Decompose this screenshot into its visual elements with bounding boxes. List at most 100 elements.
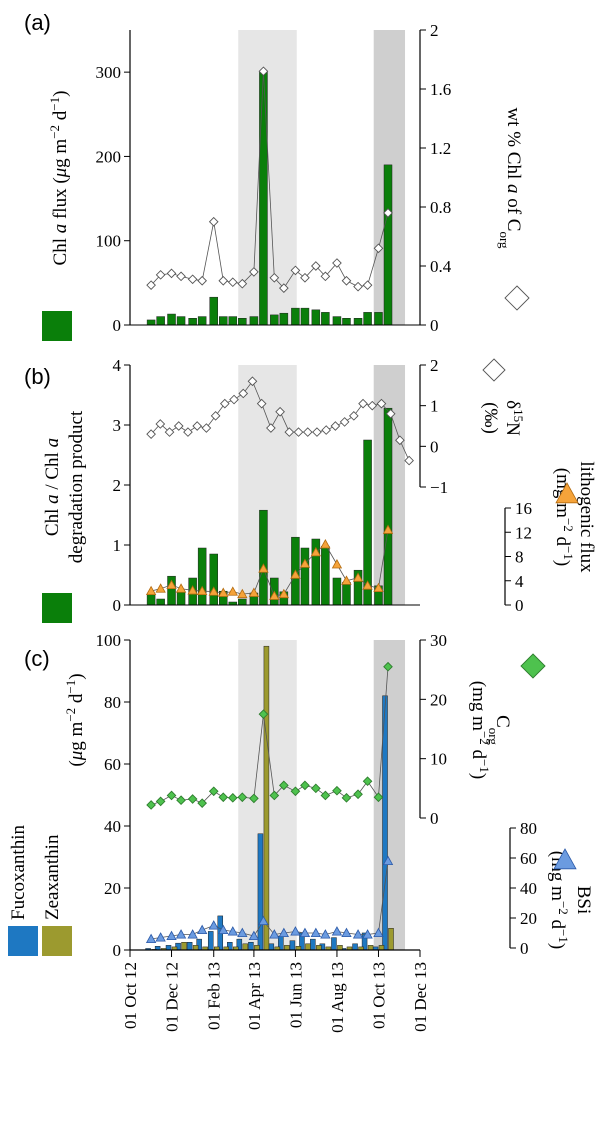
corg-marker bbox=[176, 795, 186, 806]
chl-a-flux-bar bbox=[291, 307, 300, 326]
lithogenic-label: lithogenic flux bbox=[576, 461, 597, 573]
x-axis-tick-label-group: 01 Jun 13 bbox=[286, 962, 305, 1028]
chl-a-flux-bar bbox=[363, 312, 372, 326]
d15n-marker bbox=[201, 423, 212, 433]
legend-blue-square bbox=[8, 926, 38, 956]
right-axis-tick-label: 0 bbox=[430, 316, 439, 335]
bsi-marker bbox=[258, 915, 269, 925]
d15n-marker bbox=[173, 421, 184, 431]
corg-marker bbox=[187, 794, 198, 804]
fucoxanthin-bar bbox=[248, 942, 254, 951]
corg-unit: (mg m−2 d−1) bbox=[468, 681, 493, 779]
fucoxanthin-bar bbox=[331, 937, 337, 951]
zeaxanthin-bar bbox=[337, 945, 343, 951]
right-axis-tick-label: 60 bbox=[520, 849, 537, 868]
chl-a-flux-bar bbox=[270, 314, 279, 326]
fucoxanthin-bar bbox=[186, 942, 193, 951]
left-axis-label-c-text: (μg m−2 d−1) bbox=[63, 673, 88, 766]
wt-chl-a-marker bbox=[383, 208, 393, 218]
bsi-marker bbox=[166, 930, 177, 940]
x-axis-tick-label: 01 Oct 13 bbox=[369, 962, 388, 1029]
bsi-marker bbox=[373, 927, 384, 937]
corg-label: Corg bbox=[487, 715, 514, 745]
left-axis-tick-label: 100 bbox=[96, 232, 122, 251]
d15n-marker bbox=[155, 419, 166, 429]
left-axis-tick-label: 20 bbox=[104, 879, 121, 898]
right-axis-tick-label: 20 bbox=[520, 909, 537, 928]
legend-orange-triangle-b bbox=[555, 482, 579, 504]
d15n-marker bbox=[404, 455, 414, 466]
left-axis-tick-label: 4 bbox=[113, 356, 122, 375]
left-axis-tick-label: 0 bbox=[113, 316, 122, 335]
wt-chl-a-marker bbox=[227, 277, 238, 288]
chl-ratio-bar bbox=[363, 439, 372, 606]
bsi-marker bbox=[299, 927, 311, 937]
lithogenic-marker bbox=[310, 546, 322, 557]
right-axis-tick-label: 16 bbox=[515, 499, 532, 518]
left-axis-tick-label: 2 bbox=[113, 476, 122, 495]
d15n-marker bbox=[284, 427, 295, 437]
right-axis-label-b-bottom: lithogenic flux(mg m−2 d−1) bbox=[552, 461, 597, 573]
bsi-marker bbox=[208, 920, 219, 930]
chl-ratio-bar bbox=[300, 547, 310, 606]
legend-green-square-b bbox=[42, 593, 72, 623]
legend-green-square-a bbox=[42, 311, 72, 341]
lithogenic-marker bbox=[208, 586, 219, 596]
d15n-marker bbox=[219, 398, 230, 409]
x-axis-tick-label: 01 Feb 13 bbox=[205, 962, 224, 1030]
d15n-marker bbox=[358, 398, 368, 409]
right-axis-tick-label: 0 bbox=[520, 939, 529, 958]
x-axis-tick-label-group: 01 Dec 13 bbox=[411, 962, 430, 1032]
left-axis-tick-label: 0 bbox=[113, 941, 122, 960]
chl-ratio-bar bbox=[342, 581, 351, 606]
legend-fucoxanthin-label: Fucoxanthin bbox=[8, 825, 29, 920]
wt-chl-a-marker bbox=[187, 274, 198, 285]
wt-chl-a-marker bbox=[353, 281, 363, 292]
lithogenic-marker bbox=[331, 559, 343, 569]
left-axis-label-b: Chl a / Chl a degradation product bbox=[42, 410, 87, 563]
lithogenic-marker bbox=[269, 590, 280, 600]
x-axis-tick-label: 01 Jun 13 bbox=[286, 962, 305, 1028]
chl-a-flux-bar bbox=[300, 307, 310, 326]
wt-chl-a-marker bbox=[269, 272, 280, 283]
corg-marker bbox=[269, 790, 280, 801]
right-axis-tick-label: 30 bbox=[430, 631, 447, 650]
wt-chl-a-marker bbox=[258, 66, 269, 77]
zeaxanthin-bar bbox=[378, 945, 385, 951]
bsi-marker bbox=[248, 930, 260, 940]
chl-a-flux-bar bbox=[219, 316, 228, 326]
corg-marker bbox=[208, 786, 219, 797]
zeaxanthin-bar bbox=[388, 928, 394, 951]
right-axis-tick-label: 20 bbox=[430, 690, 447, 709]
zeaxanthin-bar bbox=[254, 945, 260, 951]
chl-a-flux-bar bbox=[156, 316, 165, 326]
corg-marker bbox=[290, 786, 301, 797]
left-axis-tick-label: 1 bbox=[113, 536, 122, 555]
lithogenic-marker bbox=[341, 575, 352, 585]
right-axis-tick-label: −1 bbox=[430, 478, 448, 497]
chl-ratio-bar bbox=[197, 547, 207, 606]
bsi-marker bbox=[237, 927, 248, 937]
chl-ratio-bar bbox=[146, 593, 156, 606]
d15n-marker bbox=[266, 423, 276, 433]
x-axis-tick-label: 01 Apr 13 bbox=[245, 962, 264, 1030]
chl-a-flux-bar bbox=[259, 71, 268, 326]
right-axis-tick-label: 80 bbox=[520, 819, 537, 838]
fucoxanthin-bar bbox=[257, 833, 264, 951]
x-axis-tick-label: 01 Oct 12 bbox=[121, 962, 140, 1029]
lithogenic-marker bbox=[175, 583, 187, 593]
chl-a-flux-bar bbox=[332, 316, 342, 326]
lithogenic-marker bbox=[155, 583, 166, 593]
left-axis-label-c: (μg m−2 d−1) bbox=[63, 673, 88, 766]
chl-ratio-bar bbox=[176, 590, 186, 606]
x-axis-tick-label-group: 01 Feb 13 bbox=[205, 962, 224, 1030]
corg-marker bbox=[332, 785, 342, 796]
d15n-label: δ15N bbox=[502, 400, 527, 436]
corg-marker bbox=[197, 798, 207, 809]
legend-blue-triangle-c bbox=[553, 848, 577, 870]
legend-zeaxanthin: Zeaxanthin bbox=[42, 834, 63, 920]
right-axis-label-c-top: Corg(mg m−2 d−1) bbox=[468, 681, 513, 779]
lithogenic-marker bbox=[352, 572, 364, 582]
bsi-label: BSi bbox=[573, 886, 594, 915]
wt-chl-a-marker bbox=[320, 271, 331, 282]
